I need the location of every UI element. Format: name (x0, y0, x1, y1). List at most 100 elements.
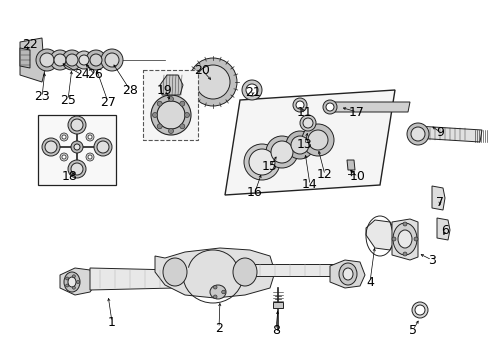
Ellipse shape (397, 230, 411, 248)
Ellipse shape (189, 58, 237, 106)
Text: 15: 15 (262, 161, 277, 174)
Ellipse shape (71, 163, 83, 175)
Ellipse shape (65, 277, 68, 280)
Ellipse shape (295, 101, 304, 109)
Ellipse shape (392, 223, 416, 255)
Bar (142, 70, 198, 140)
Ellipse shape (86, 133, 94, 141)
Ellipse shape (406, 123, 428, 145)
Text: 26: 26 (87, 68, 102, 81)
Text: 24: 24 (74, 68, 90, 81)
Polygon shape (436, 218, 449, 240)
Polygon shape (391, 219, 417, 260)
Ellipse shape (414, 305, 424, 315)
Ellipse shape (213, 285, 217, 289)
Text: 18: 18 (62, 171, 78, 184)
Ellipse shape (413, 237, 417, 241)
Ellipse shape (307, 130, 327, 150)
Ellipse shape (97, 141, 109, 153)
Ellipse shape (66, 54, 78, 66)
Ellipse shape (299, 115, 315, 131)
Text: 10: 10 (349, 171, 365, 184)
Ellipse shape (62, 50, 82, 70)
Ellipse shape (180, 101, 184, 106)
Text: 1: 1 (108, 315, 116, 328)
Ellipse shape (285, 131, 313, 159)
Ellipse shape (88, 155, 92, 159)
Text: 8: 8 (271, 324, 280, 337)
Ellipse shape (244, 144, 280, 180)
Polygon shape (431, 186, 444, 210)
Ellipse shape (290, 136, 308, 154)
Ellipse shape (62, 135, 66, 139)
Ellipse shape (338, 263, 356, 285)
Ellipse shape (62, 155, 66, 159)
Ellipse shape (152, 112, 157, 117)
Ellipse shape (168, 96, 173, 102)
Ellipse shape (65, 284, 68, 287)
Ellipse shape (79, 55, 89, 65)
Ellipse shape (213, 295, 217, 298)
Ellipse shape (209, 285, 225, 299)
Ellipse shape (86, 153, 94, 161)
Polygon shape (365, 220, 394, 250)
Ellipse shape (40, 53, 54, 67)
Ellipse shape (45, 141, 57, 153)
Ellipse shape (151, 95, 191, 135)
Text: 6: 6 (440, 224, 448, 237)
Ellipse shape (303, 118, 312, 128)
Ellipse shape (323, 100, 336, 114)
Ellipse shape (101, 49, 123, 71)
Polygon shape (414, 126, 481, 142)
Ellipse shape (157, 101, 184, 129)
Ellipse shape (411, 302, 427, 318)
Ellipse shape (86, 50, 106, 70)
Text: 5: 5 (408, 324, 416, 337)
Polygon shape (244, 264, 339, 276)
Text: 13: 13 (297, 139, 312, 152)
Ellipse shape (72, 286, 75, 289)
Ellipse shape (242, 80, 262, 100)
Polygon shape (20, 38, 45, 82)
Ellipse shape (71, 141, 83, 153)
Ellipse shape (402, 252, 406, 256)
Ellipse shape (90, 54, 102, 66)
Ellipse shape (42, 138, 60, 156)
Ellipse shape (245, 84, 258, 96)
Ellipse shape (402, 222, 406, 226)
Text: 4: 4 (366, 275, 373, 288)
Polygon shape (160, 75, 183, 95)
Text: 20: 20 (194, 63, 209, 77)
Ellipse shape (105, 53, 119, 67)
Text: 25: 25 (60, 94, 76, 107)
Ellipse shape (391, 237, 395, 241)
Polygon shape (329, 260, 364, 288)
Ellipse shape (76, 280, 80, 284)
Text: 2: 2 (215, 321, 223, 334)
Ellipse shape (270, 141, 292, 163)
Ellipse shape (232, 258, 257, 286)
Polygon shape (224, 90, 394, 195)
Polygon shape (90, 268, 175, 290)
Ellipse shape (184, 112, 189, 117)
Text: 7: 7 (435, 195, 443, 208)
Ellipse shape (54, 54, 66, 66)
Ellipse shape (248, 149, 274, 175)
Polygon shape (20, 48, 30, 68)
Text: 17: 17 (348, 105, 364, 118)
Polygon shape (60, 268, 95, 295)
Bar (272, 302, 283, 308)
Text: 16: 16 (246, 185, 263, 198)
Ellipse shape (64, 272, 80, 292)
Ellipse shape (75, 51, 93, 69)
Ellipse shape (88, 135, 92, 139)
Text: 9: 9 (435, 126, 443, 139)
Ellipse shape (302, 124, 333, 156)
Ellipse shape (94, 138, 112, 156)
Polygon shape (346, 160, 354, 170)
Ellipse shape (74, 144, 80, 150)
Text: 21: 21 (244, 85, 260, 99)
Text: 19: 19 (157, 84, 173, 96)
Ellipse shape (163, 258, 186, 286)
Ellipse shape (292, 98, 306, 112)
